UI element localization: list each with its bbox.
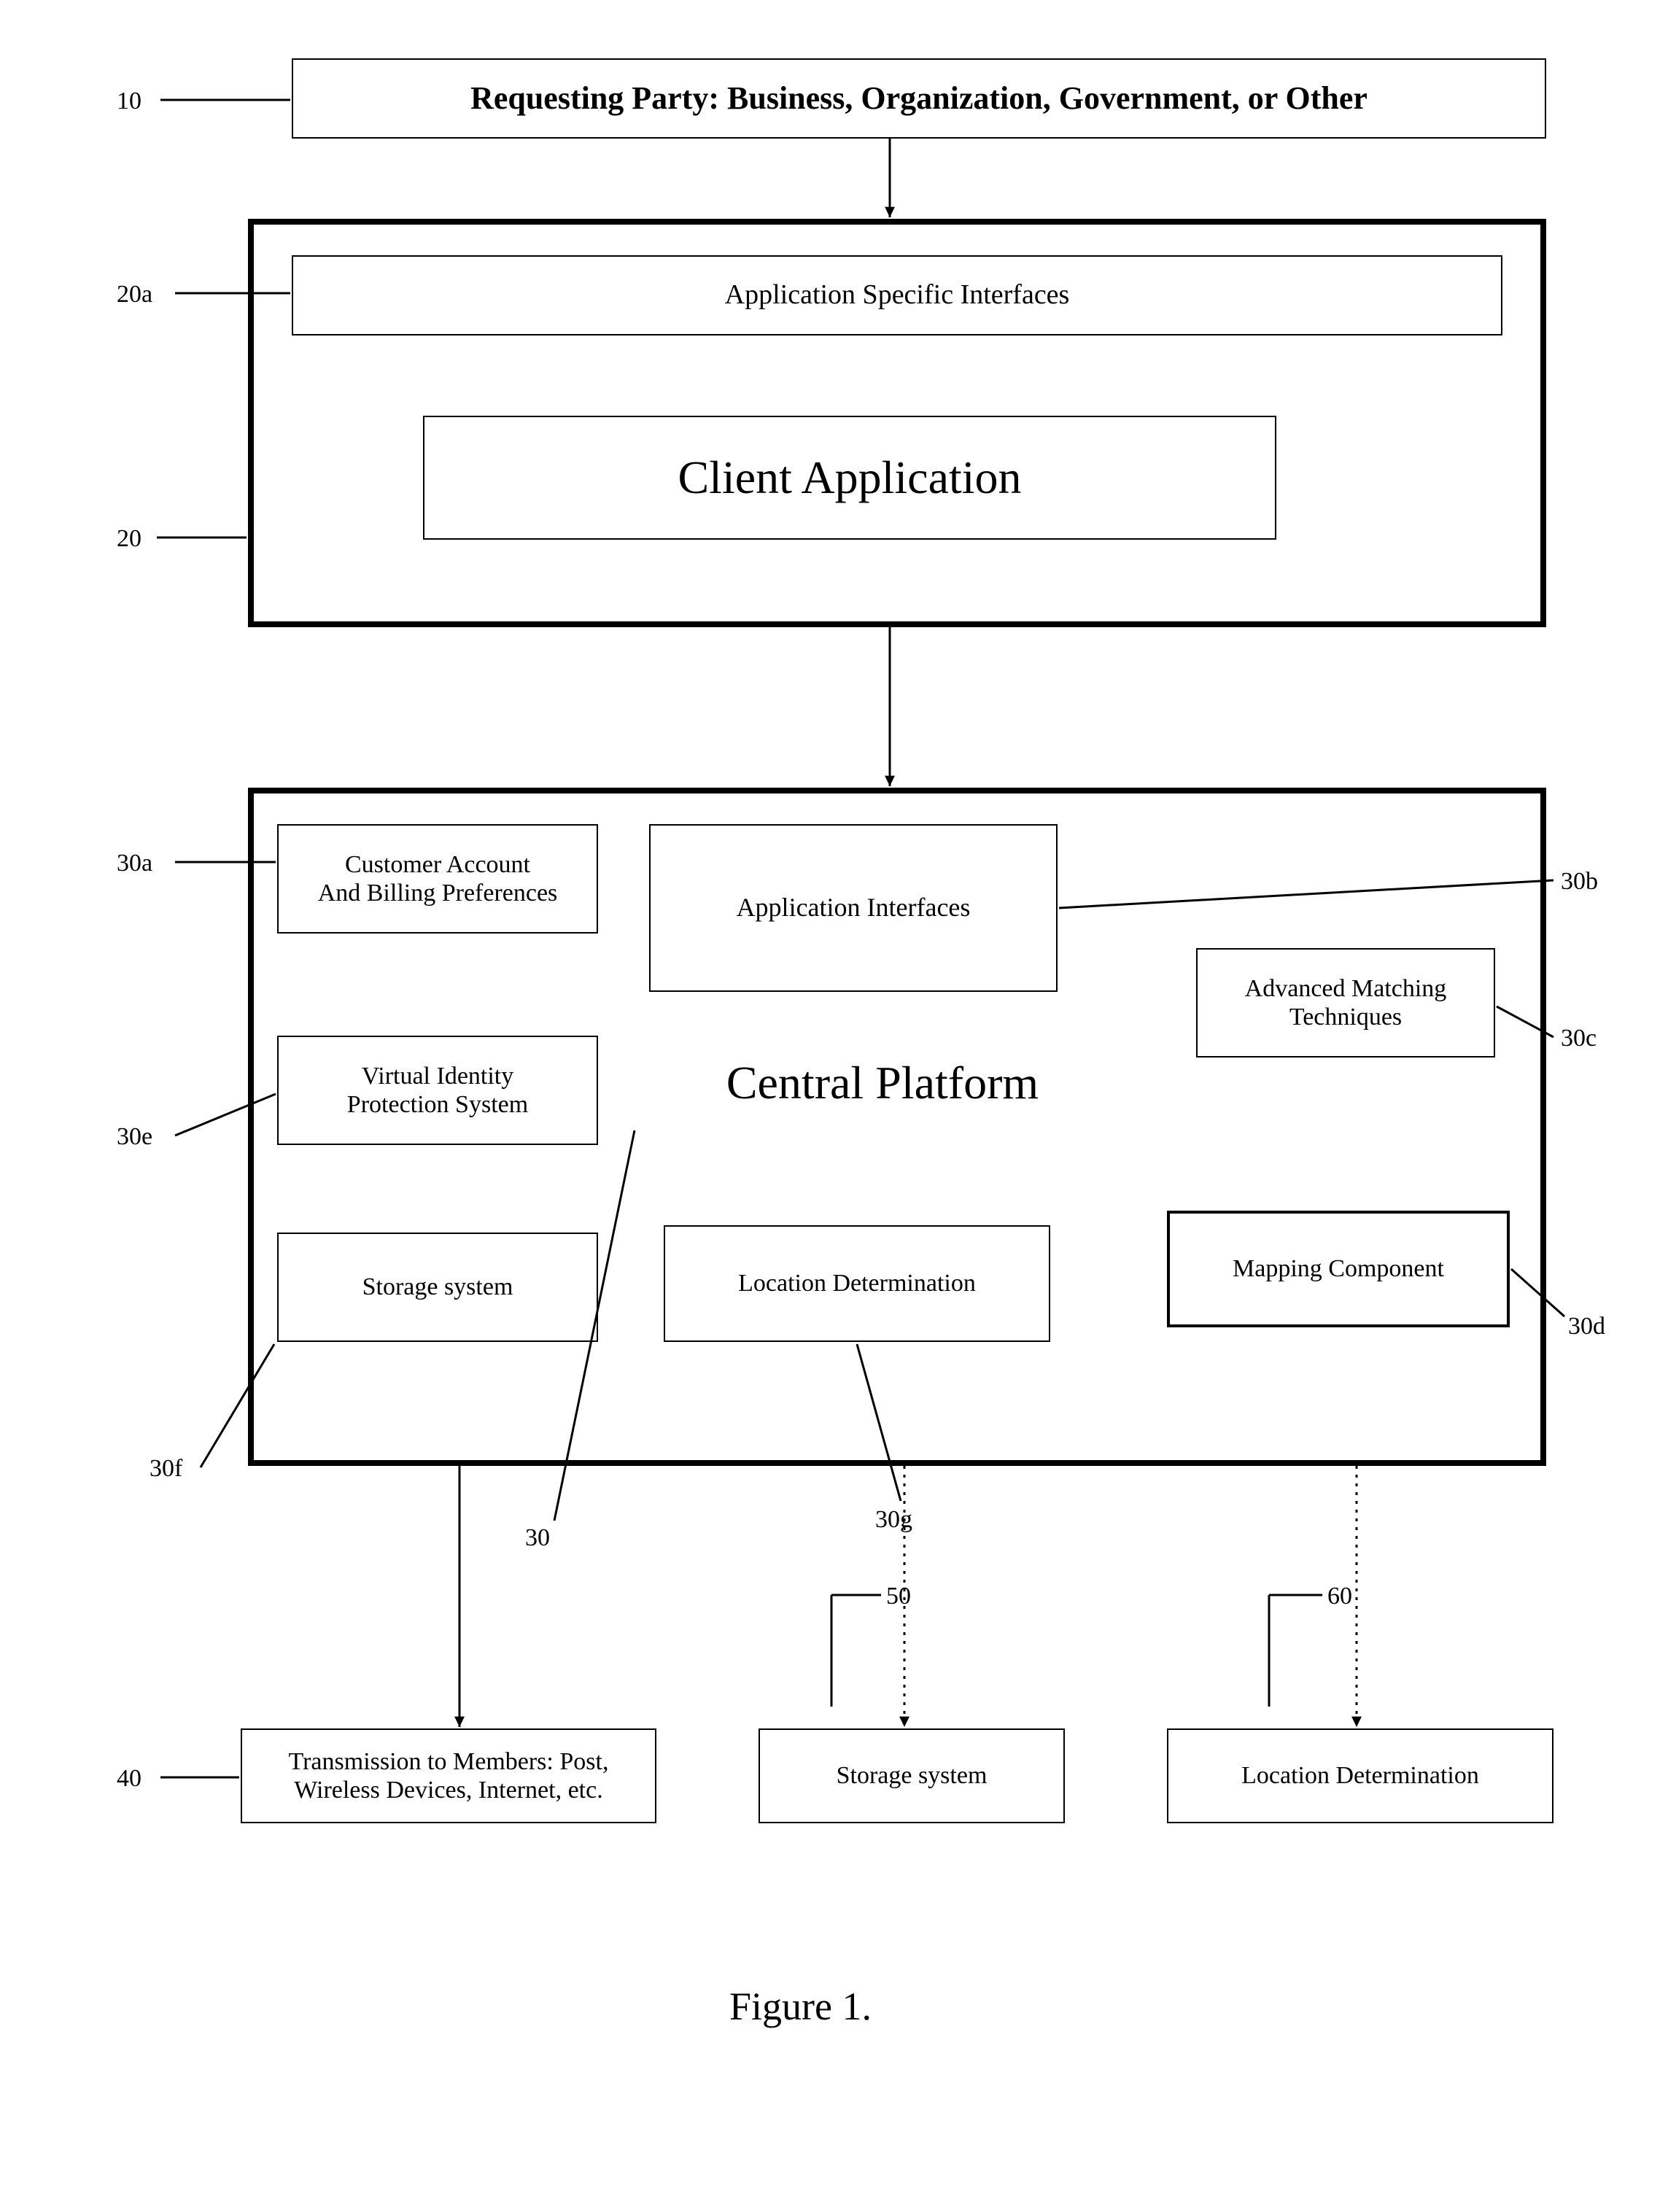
application-interfaces-box: Application Interfaces: [649, 824, 1058, 992]
transmission-box: Transmission to Members: Post, Wireless …: [241, 1728, 656, 1823]
ref-50: 50: [886, 1583, 911, 1610]
virtual-identity-box: Virtual Identity Protection System: [277, 1036, 598, 1145]
diagram-canvas: Requesting Party: Business, Organization…: [29, 29, 1639, 2183]
advanced-matching-box: Advanced Matching Techniques: [1196, 948, 1495, 1058]
storage-left-box: Storage system: [277, 1233, 598, 1342]
requesting-party-box: Requesting Party: Business, Organization…: [292, 58, 1546, 139]
storage-bottom-box: Storage system: [759, 1728, 1065, 1823]
app-specific-interfaces-box: Application Specific Interfaces: [292, 255, 1502, 335]
ref-40: 40: [117, 1765, 141, 1792]
ref-20: 20: [117, 525, 141, 552]
ref-30: 30: [525, 1524, 550, 1551]
location-det-center-box: Location Determination: [664, 1225, 1050, 1342]
ref-20a: 20a: [117, 281, 152, 308]
customer-account-box: Customer Account And Billing Preferences: [277, 824, 598, 934]
location-det-bottom-box: Location Determination: [1167, 1728, 1553, 1823]
ref-30d: 30d: [1568, 1313, 1605, 1340]
ref-60: 60: [1327, 1583, 1352, 1610]
ref-30b: 30b: [1561, 868, 1598, 895]
ref-30e: 30e: [117, 1123, 152, 1150]
ref-30g: 30g: [875, 1506, 912, 1533]
client-application-inner: Client Application: [423, 416, 1276, 540]
ref-10: 10: [117, 88, 141, 115]
ref-30a: 30a: [117, 850, 152, 877]
ref-30c: 30c: [1561, 1025, 1597, 1052]
figure-caption: Figure 1.: [729, 1984, 872, 2029]
central-platform-title: Central Platform: [627, 1050, 1138, 1116]
ref-30f: 30f: [150, 1455, 182, 1482]
mapping-component-box: Mapping Component: [1167, 1211, 1510, 1327]
